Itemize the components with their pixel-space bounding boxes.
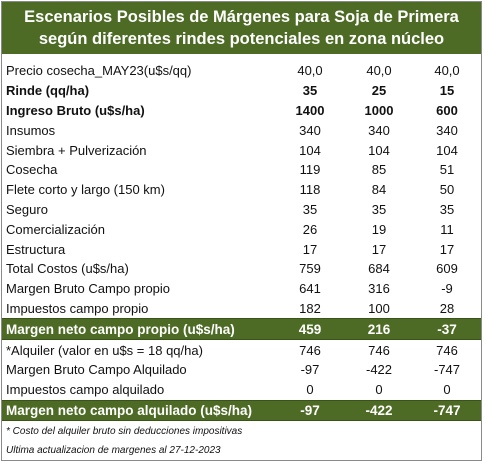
table-row-highlight: Margen neto campo propio (u$s/ha) 459 216-… [2,318,481,341]
table-row: Insumos 340 340 340 [2,120,481,140]
table-row: Margen Bruto Campo Alquilado -97 -422 -747 [2,360,481,380]
table-row: Comercialización 26 19 11 [2,219,481,239]
row-value-3: -37 [413,318,481,341]
row-value-3: 609 [436,261,458,277]
notes: * Costo del alquiler bruto sin deduccion… [2,421,481,460]
title-line-1: Escenarios Posibles de Márgenes para Soj… [24,8,459,26]
row-label: Insumos [6,122,56,138]
row-value-2: 316 [368,281,390,297]
row-value-3: 0 [443,382,451,398]
row-label: Rinde (qq/ha) [6,83,90,99]
row-label: Cosecha [6,162,58,178]
row-value-3: 35 [439,201,455,217]
margins-table-body: Precio cosecha_MAY23(u$s/qq) 40,0 40,0 40,0… [2,61,481,422]
row-value-3: 17 [439,241,455,257]
table-row: Estructura 17 17 17 [2,239,481,259]
row-value-1: 459 [275,318,345,341]
row-label: Estructura [6,241,66,257]
row-value-3: 51 [439,162,455,178]
row-label: Margen neto campo alquilado (u$s/ha) [2,399,275,422]
row-value-3: 340 [436,122,458,138]
row-value-2: 1000 [364,102,394,118]
table-row: Ingreso Bruto (u$s/ha) 1400 1000 600 [2,101,481,121]
row-value-1: 0 [306,382,314,398]
table-row: Cosecha 119 85 51 [2,160,481,180]
table-title: Escenarios Posibles de Márgenes para Soj… [2,2,481,54]
footnote: * Costo del alquiler bruto sin deduccion… [6,426,243,438]
row-value-2: 35 [371,201,387,217]
row-value-1: 118 [299,182,321,198]
row-value-1: 26 [302,221,318,237]
row-value-3: 28 [439,300,455,316]
row-label: Total Costos (u$s/ha) [6,261,129,277]
row-value-3: 104 [436,142,458,158]
row-value-1: 40,0 [297,63,323,79]
row-value-2: 84 [371,182,387,198]
row-value-2: 746 [368,342,390,358]
row-label: Impuestos campo alquilado [6,382,165,398]
row-value-1: 119 [299,162,321,178]
row-value-2: 100 [368,300,390,316]
row-value-3: 40,0 [434,63,460,79]
row-value-3: 746 [436,342,458,358]
row-value-2: 340 [368,122,390,138]
row-value-2: 216 [345,318,413,341]
row-value-2: -422 [345,399,413,422]
row-value-1: 182 [299,300,321,316]
row-label: Comercialización [6,221,105,237]
row-value-1: 641 [299,281,321,297]
row-value-1: 17 [302,241,318,257]
row-value-2: 684 [368,261,390,277]
row-value-2: -422 [365,362,393,378]
row-value-1: 746 [299,342,321,358]
table-row-highlight: Margen neto campo alquilado (u$s/ha) -97-… [2,399,481,422]
table-row: *Alquiler (valor en u$s = 18 qq/ha) 746 74… [2,340,481,360]
row-value-2: 19 [371,221,387,237]
row-value-2: 40,0 [366,63,392,79]
row-value-3: -747 [413,399,481,422]
row-value-1: 35 [302,201,318,217]
row-value-2: 104 [368,142,390,158]
row-value-1: 35 [302,83,318,99]
row-value-3: -747 [433,362,461,378]
row-value-3: 11 [440,221,454,237]
row-label: *Alquiler (valor en u$s = 18 qq/ha) [6,342,203,358]
row-value-2: 85 [371,162,387,178]
row-value-1: 104 [299,142,321,158]
row-value-2: 25 [371,83,387,99]
row-value-3: -9 [441,281,453,297]
table-row: Total Costos (u$s/ha) 759 684 609 [2,259,481,279]
row-value-2: 17 [371,241,387,257]
row-label: Margen Bruto Campo propio [6,281,171,297]
table-row: Seguro 35 35 35 [2,200,481,220]
last-updated-note: Ultima actualizacion de margenes al 27-1… [6,445,221,457]
table-row: Rinde (qq/ha) 35 25 15 [2,81,481,101]
table-row: Siembra + Pulverización 104 104 104 [2,140,481,160]
table-row: Flete corto y largo (150 km) 118 84 50 [2,180,481,200]
row-value-1: 759 [299,261,321,277]
table-row: Impuestos campo alquilado 0 0 0 [2,380,481,400]
row-value-3: 600 [436,102,458,118]
row-label: Margen Bruto Campo Alquilado [6,362,187,378]
margins-table: Precio cosecha_MAY23(u$s/qq) 40,0 40,0 40,0… [2,61,481,422]
table-row: Margen Bruto Campo propio 641 316 -9 [2,279,481,299]
table-row: Precio cosecha_MAY23(u$s/qq) 40,0 40,0 40,0 [2,61,481,81]
row-value-1: -97 [300,362,320,378]
title-line-2: según diferentes rindes potenciales en z… [38,30,445,48]
row-value-1: -97 [275,399,345,422]
row-value-3: 15 [439,83,455,99]
table-row: Impuestos campo propio 182 100 28 [2,299,481,319]
row-value-1: 340 [299,122,321,138]
row-value-1: 1400 [295,102,325,118]
row-label: Margen neto campo propio (u$s/ha) [2,318,275,341]
row-label: Impuestos campo propio [6,300,149,316]
row-label: Flete corto y largo (150 km) [6,182,165,198]
row-value-2: 0 [375,382,383,398]
row-label: Siembra + Pulverización [6,142,147,158]
row-label: Ingreso Bruto (u$s/ha) [6,102,145,118]
row-value-3: 50 [439,182,455,198]
row-label: Precio cosecha_MAY23(u$s/qq) [6,63,192,79]
row-label: Seguro [6,201,48,217]
